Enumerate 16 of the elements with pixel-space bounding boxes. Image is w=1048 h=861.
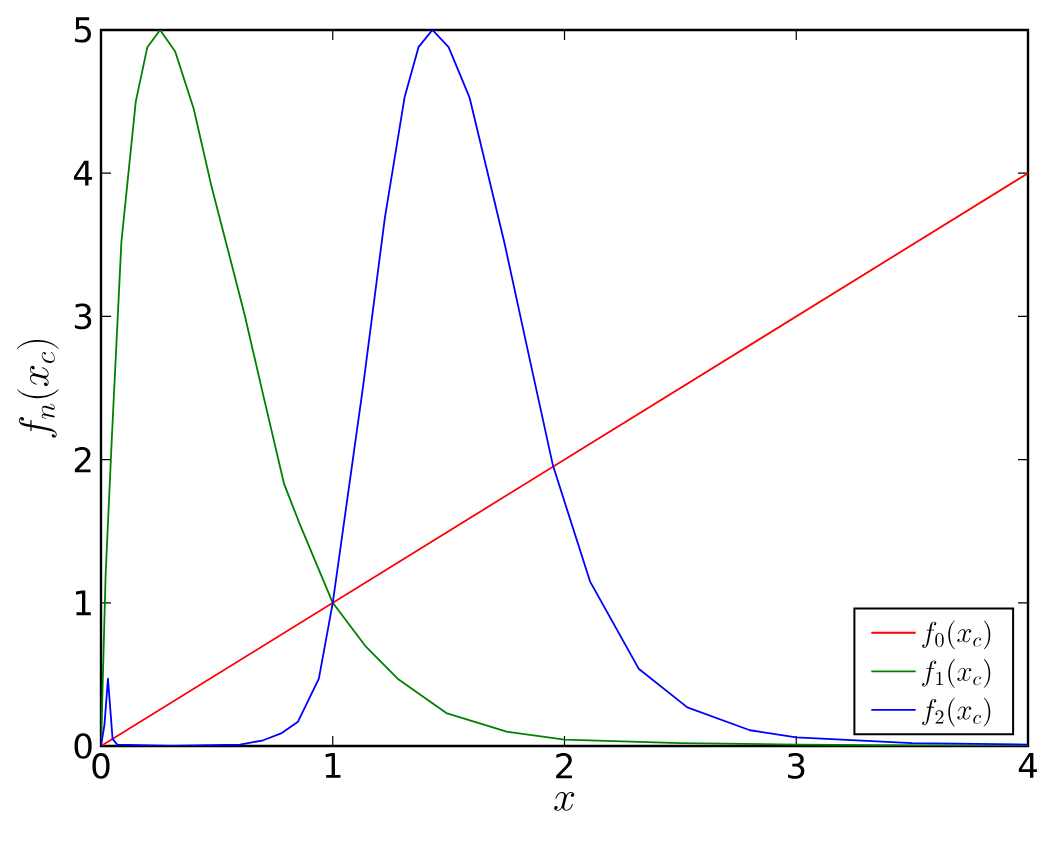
- y-tick-label: 1: [76, 590, 91, 616]
- y-tick-label: 0: [74, 733, 92, 759]
- legend-label: $f_2(x_c)$: [922, 697, 991, 727]
- legend-label: $f_1(x_c)$: [922, 659, 991, 688]
- x-tick-label: 1: [325, 753, 341, 778]
- x-tick-label: 4: [1018, 753, 1037, 778]
- x-axis-title: $x$: [554, 792, 575, 811]
- y-axis-title: $f_n(x_c)$: [17, 340, 59, 438]
- y-tick-label: 5: [74, 17, 91, 43]
- y-tick-label: 4: [73, 160, 93, 186]
- y-tick-label: 2: [74, 446, 91, 473]
- x-tick-label: 2: [556, 753, 572, 779]
- x-tick-label: 0: [92, 753, 110, 779]
- y-tick-label: 3: [74, 303, 92, 330]
- legend-label: $f_0(x_c)$: [922, 620, 991, 650]
- x-tick-label: 3: [788, 753, 805, 779]
